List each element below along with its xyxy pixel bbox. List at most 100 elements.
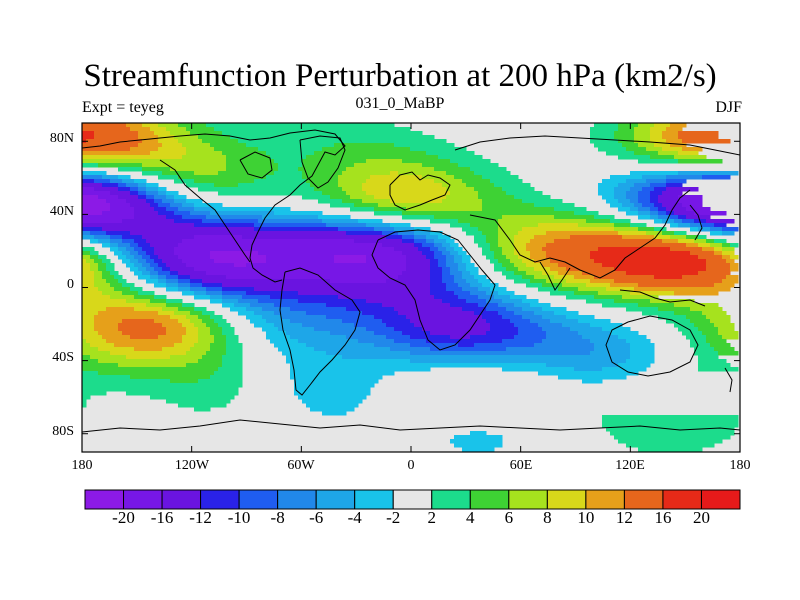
- contour-fill: [626, 359, 655, 364]
- contour-fill: [206, 271, 403, 276]
- contour-fill: [446, 187, 475, 192]
- contour-fill: [318, 215, 351, 220]
- contour-fill: [466, 267, 479, 272]
- contour-fill: [326, 303, 383, 308]
- contour-fill: [102, 335, 131, 340]
- contour-fill: [210, 375, 243, 380]
- contour-fill: [474, 343, 535, 348]
- contour-fill: [458, 219, 499, 224]
- contour-fill: [146, 187, 159, 192]
- contour-fill: [682, 139, 731, 144]
- coastline-india: [539, 261, 571, 291]
- coastline-greenland: [299, 135, 346, 189]
- contour-fill: [662, 231, 675, 236]
- contour-fill: [486, 239, 499, 244]
- contour-fill: [398, 275, 431, 280]
- contour-fill: [162, 307, 179, 312]
- contour-fill: [186, 351, 207, 356]
- contour-fill: [514, 251, 531, 256]
- contour-fill: [594, 123, 619, 128]
- contour-fill: [194, 343, 211, 348]
- contour-fill: [650, 211, 659, 216]
- contour-fill: [650, 135, 663, 140]
- contour-fill: [450, 159, 491, 164]
- contour-fill: [138, 187, 147, 192]
- contour-fill: [698, 243, 711, 248]
- contour-fill: [478, 243, 491, 248]
- contour-fill: [210, 299, 223, 304]
- contour-fill: [682, 147, 703, 152]
- contour-fill: [150, 255, 159, 260]
- contour-fill: [82, 315, 95, 320]
- contour-fill: [642, 203, 655, 208]
- contour-fill: [550, 291, 575, 296]
- contour-fill: [82, 131, 95, 136]
- contour-fill: [514, 323, 539, 328]
- contour-fill: [194, 295, 211, 300]
- contour-fill: [546, 243, 687, 248]
- contour-fill: [182, 335, 199, 340]
- contour-fill: [166, 215, 183, 220]
- contour-fill: [662, 239, 679, 244]
- contour-fill: [650, 127, 667, 132]
- contour-fill: [598, 147, 627, 152]
- colorbar-label: -8: [270, 508, 285, 527]
- contour-fill: [654, 219, 663, 224]
- contour-fill: [678, 199, 703, 204]
- contour-fill: [414, 231, 431, 236]
- contour-fill: [638, 143, 655, 148]
- contour-fill: [662, 131, 679, 136]
- contour-fill: [226, 167, 279, 172]
- contour-fill: [158, 123, 179, 128]
- contour-fill: [150, 203, 159, 208]
- contour-fill: [410, 359, 627, 364]
- contour-fill: [466, 183, 495, 188]
- contour-fill: [386, 323, 415, 328]
- contour-fill: [210, 211, 275, 216]
- contour-fill: [90, 355, 127, 360]
- contour-fill: [502, 187, 535, 192]
- contour-fill: [558, 375, 627, 380]
- contour-fill: [210, 295, 223, 300]
- contour-fill: [138, 183, 147, 188]
- contour-fill: [298, 291, 431, 296]
- contour-fill: [274, 323, 303, 328]
- contour-fill: [326, 351, 411, 356]
- contour-fill: [470, 167, 507, 172]
- contour-fill: [602, 415, 739, 420]
- contour-fill: [422, 163, 459, 168]
- contour-fill: [138, 131, 155, 136]
- contour-fill: [414, 243, 423, 248]
- contour-fill: [166, 279, 179, 284]
- contour-fill: [590, 351, 631, 356]
- lat-tick-40s: 40S: [52, 350, 74, 365]
- contour-fill: [586, 299, 615, 304]
- colorbar-label: 2: [427, 508, 437, 527]
- colorbar-swatch: [469, 489, 510, 510]
- contour-fill: [126, 123, 143, 128]
- contour-fill: [546, 363, 619, 368]
- contour-fill: [522, 299, 539, 304]
- contour-fill: [718, 331, 739, 336]
- contour-fill: [642, 175, 667, 180]
- contour-fill: [454, 435, 503, 440]
- contour-fill: [466, 299, 487, 304]
- contour-fill: [138, 195, 147, 200]
- contour-fill: [82, 123, 127, 128]
- colorbar-label: -6: [309, 508, 324, 527]
- contour-fill: [210, 251, 259, 256]
- coastline-asia: [454, 135, 740, 156]
- contour-fill: [434, 215, 503, 220]
- contour-fill: [182, 239, 355, 244]
- contour-fill: [82, 323, 95, 328]
- contour-fill: [722, 279, 739, 284]
- contour-fill: [134, 307, 163, 312]
- contour-fill: [446, 259, 455, 264]
- contour-fill: [606, 199, 619, 204]
- contour-fill: [102, 243, 111, 248]
- contour-fill: [702, 331, 719, 336]
- contour-fill: [634, 203, 643, 208]
- contour-fill: [666, 319, 691, 324]
- contour-fill: [550, 267, 567, 272]
- contour-fill: [158, 211, 175, 216]
